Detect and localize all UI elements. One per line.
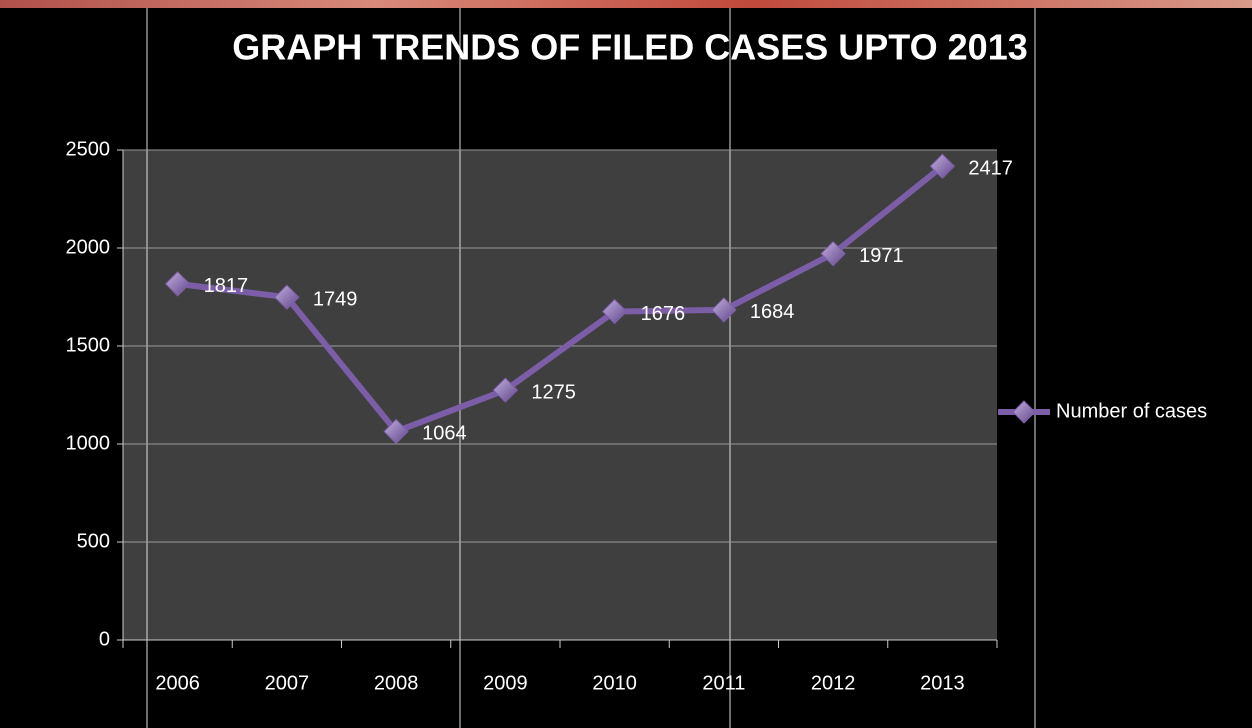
data-label: 1971 xyxy=(859,245,904,267)
marker xyxy=(274,284,300,310)
x-tick-label: 2007 xyxy=(265,672,310,694)
y-tick-label: 1000 xyxy=(66,432,111,454)
plot-area xyxy=(123,150,997,640)
marker xyxy=(383,418,409,445)
marker xyxy=(492,377,519,403)
data-label: 1817 xyxy=(204,275,249,297)
x-tick-label: 2009 xyxy=(483,672,528,694)
x-tick-label: 2006 xyxy=(155,672,200,694)
y-tick-label: 0 xyxy=(99,628,110,650)
data-label: 2417 xyxy=(968,158,1013,180)
decor-lines xyxy=(146,8,1036,728)
x-tick-label: 2010 xyxy=(592,672,637,694)
marker xyxy=(711,297,737,323)
marker xyxy=(820,240,846,267)
marker xyxy=(929,153,956,179)
marker xyxy=(601,298,628,325)
y-tick-label: 1500 xyxy=(66,334,111,356)
data-label: 1064 xyxy=(422,423,467,445)
x-tick-label: 2008 xyxy=(374,672,419,694)
series-line xyxy=(177,163,945,435)
marker xyxy=(164,271,191,297)
data-label: 1676 xyxy=(641,303,686,325)
legend-label: Number of cases xyxy=(1056,400,1207,422)
data-label: 1749 xyxy=(313,288,358,310)
y-tick-label: 2500 xyxy=(66,138,111,160)
legend-marker xyxy=(1012,400,1036,424)
x-tick-label: 2011 xyxy=(702,672,745,694)
y-tick-label: 2000 xyxy=(66,236,111,258)
data-label: 1275 xyxy=(531,381,576,403)
x-tick-label: 2012 xyxy=(811,672,856,694)
chart-title: GRAPH TRENDS OF FILED CASES UPTO 2013 xyxy=(232,27,1027,68)
x-tick-label: 2013 xyxy=(920,672,965,694)
top-strip xyxy=(0,0,1252,8)
data-label: 1684 xyxy=(750,301,795,323)
y-tick-label: 500 xyxy=(77,530,110,552)
